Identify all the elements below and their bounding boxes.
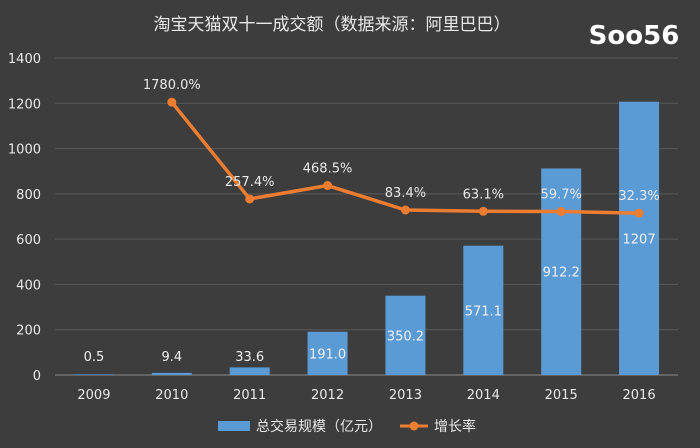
bar-data-label: 33.6 — [235, 350, 264, 365]
y-tick-label: 800 — [16, 188, 41, 203]
bar — [619, 101, 660, 375]
legend-swatch-bar — [218, 421, 250, 431]
line-data-label: 63.1% — [463, 187, 504, 202]
legend: 总交易规模（亿元） 增长率 — [218, 418, 476, 435]
line-point — [323, 181, 333, 191]
legend-label-bar: 总交易规模（亿元） — [256, 418, 382, 435]
y-tick-label: 1400 — [8, 52, 41, 67]
y-axis: 0 200 400 600 800 1000 1200 1400 — [8, 52, 41, 384]
bar-data-label: 9.4 — [161, 350, 182, 365]
line-data-label: 1780.0% — [143, 78, 201, 93]
gridlines — [55, 57, 678, 376]
x-tick-label: 2009 — [77, 388, 110, 403]
line-data-label: 32.3% — [618, 189, 659, 204]
y-tick-label: 1200 — [8, 97, 41, 112]
bar-data-label: 191.0 — [309, 347, 346, 362]
bar — [307, 331, 348, 375]
y-tick-label: 600 — [16, 233, 41, 248]
x-tick-label: 2010 — [155, 388, 188, 403]
line-point — [478, 206, 488, 216]
line-point — [167, 97, 177, 107]
x-tick-label: 2016 — [623, 388, 656, 403]
bar-data-label: 1207 — [623, 232, 656, 247]
line-data-label: 83.4% — [385, 186, 426, 201]
chart-title: 淘宝天猫双十一成交额（数据来源：阿里巴巴） — [154, 15, 511, 35]
line-point — [245, 194, 255, 204]
line-point — [634, 208, 644, 218]
bar — [385, 295, 426, 375]
bar-data-label: 350.2 — [387, 329, 424, 344]
bar — [541, 168, 582, 375]
line-data-label: 468.5% — [303, 162, 353, 177]
legend-marker-line — [409, 421, 419, 431]
bar-series: 0.5 9.4 33.6 191.0 350.2 571.1 912.2 1207 — [73, 101, 660, 375]
y-tick-label: 0 — [33, 369, 41, 384]
line-data-label: 59.7% — [541, 188, 582, 203]
y-tick-label: 200 — [16, 324, 41, 339]
line-point — [556, 207, 566, 217]
line-point — [400, 205, 410, 215]
x-tick-label: 2012 — [311, 388, 344, 403]
bar-data-label: 0.5 — [84, 350, 105, 365]
x-tick-label: 2014 — [467, 388, 500, 403]
line-data-label: 257.4% — [225, 175, 275, 190]
bar — [229, 367, 270, 375]
y-tick-label: 1000 — [8, 143, 41, 158]
y-tick-label: 400 — [16, 278, 41, 293]
x-axis: 2009 2010 2011 2012 2013 2014 2015 2016 — [77, 388, 655, 403]
bar — [73, 374, 114, 375]
x-tick-label: 2013 — [389, 388, 422, 403]
legend-label-line: 增长率 — [434, 418, 476, 435]
line-series: 1780.0% 257.4% 468.5% 83.4% 63.1% 59.7% 32.3% — [143, 78, 660, 218]
bar-data-label: 912.2 — [543, 266, 580, 281]
bar — [151, 372, 192, 375]
x-tick-label: 2015 — [545, 388, 578, 403]
bar-data-label: 571.1 — [465, 304, 502, 319]
watermark-logo: Soo56 — [589, 21, 680, 51]
bar — [463, 245, 504, 375]
x-tick-label: 2011 — [233, 388, 266, 403]
